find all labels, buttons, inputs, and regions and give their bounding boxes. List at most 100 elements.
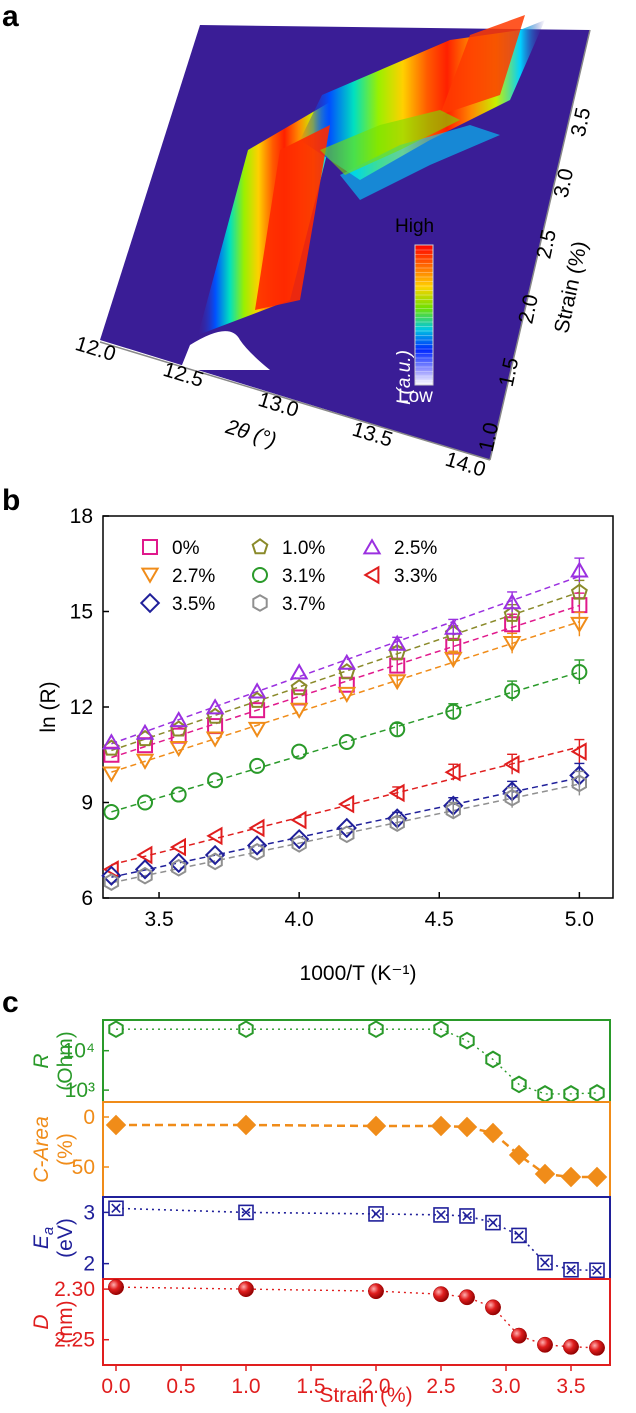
marker-Ea bbox=[108, 1200, 124, 1217]
y-tick-label: 2.25 bbox=[54, 1329, 95, 1352]
marker-3.7% bbox=[103, 873, 120, 891]
marker-2.7% bbox=[443, 651, 463, 668]
marker-cross bbox=[241, 1207, 251, 1218]
marker-C-Area bbox=[482, 1122, 504, 1144]
surface-peak-orange bbox=[440, 15, 525, 115]
marker-Ea bbox=[589, 1262, 605, 1279]
y-tick-label: 18 bbox=[70, 505, 93, 528]
marker-cross bbox=[371, 1209, 381, 1219]
marker-cross bbox=[514, 1230, 524, 1241]
marker-cross bbox=[436, 1210, 446, 1220]
marker-2.7% bbox=[387, 674, 407, 691]
legend: 0% 1.0% 2.5% 2.7% 3.1% 3.3% 3.5% 3.7% bbox=[139, 538, 437, 615]
x-axis-label: 1000/T (K⁻¹) bbox=[300, 962, 417, 985]
marker-2.7% bbox=[247, 721, 267, 738]
fit-line-2.5% bbox=[111, 575, 580, 745]
marker-2.5% bbox=[205, 698, 225, 715]
subplot-frame bbox=[102, 1101, 611, 1198]
marker-D bbox=[108, 1279, 124, 1296]
marker-2.7% bbox=[205, 731, 225, 748]
marker-C-Area bbox=[586, 1166, 608, 1188]
marker-R bbox=[238, 1020, 254, 1039]
marker-3.5% bbox=[336, 817, 357, 839]
marker-Ea bbox=[485, 1214, 501, 1231]
subplot-frame bbox=[102, 1019, 611, 1103]
tick-labels: 6 9 12 15 18 3.5 4.0 4.5 5.0 bbox=[70, 505, 594, 931]
marker-1.0% bbox=[570, 583, 588, 600]
marker-box bbox=[368, 1206, 384, 1222]
marker-2.7% bbox=[169, 741, 188, 758]
marker-2.5% bbox=[247, 682, 267, 699]
legend-label: 3.5% bbox=[172, 594, 215, 615]
marker-Ea bbox=[433, 1207, 449, 1223]
marker-box bbox=[108, 1200, 124, 1217]
marker-3.3% bbox=[136, 845, 153, 865]
marker-box bbox=[563, 1261, 579, 1278]
marker-0% bbox=[249, 702, 266, 719]
y-axis-unit: (nm) bbox=[54, 1300, 77, 1343]
y-axis-label: Strain (%) bbox=[550, 239, 592, 335]
legend-marker-3.1% bbox=[252, 567, 268, 583]
marker-3.3% bbox=[206, 826, 223, 846]
x-tick-label: 5.0 bbox=[565, 908, 594, 931]
subplot-R: 10⁴ 10³ R (Ohm) bbox=[30, 1019, 611, 1103]
x-tick-label: 2.5 bbox=[426, 1375, 455, 1398]
x-tick-label: 0.5 bbox=[166, 1375, 195, 1398]
y-tick-label: 2.30 bbox=[54, 1278, 95, 1301]
marker-3.1% bbox=[103, 804, 120, 821]
marker-2.7% bbox=[135, 753, 155, 770]
marker-D bbox=[433, 1286, 449, 1303]
marker-D bbox=[589, 1339, 605, 1356]
marker-R bbox=[108, 1020, 124, 1039]
subplot-frame bbox=[102, 1278, 611, 1366]
marker-box bbox=[485, 1214, 501, 1231]
marker-3.7% bbox=[445, 801, 461, 820]
marker-D bbox=[485, 1299, 501, 1316]
colorbar: High Low I (a.u.) bbox=[394, 216, 434, 407]
marker-cross bbox=[566, 1265, 576, 1275]
marker-box bbox=[238, 1204, 254, 1221]
marker-C-Area bbox=[105, 1114, 127, 1136]
x-tick-label: 4.5 bbox=[425, 908, 454, 931]
surface-band-cyan bbox=[340, 125, 500, 200]
marker-box bbox=[511, 1227, 527, 1244]
marker-2.7% bbox=[102, 766, 121, 783]
y-tick-label: 9 bbox=[81, 792, 93, 815]
marker-3.5% bbox=[288, 828, 310, 850]
marker-2.5% bbox=[102, 733, 121, 750]
legend-marker-3.7% bbox=[252, 594, 268, 612]
y-axis-label: Ea bbox=[30, 1227, 57, 1249]
panel-letter-c: c bbox=[2, 986, 19, 1019]
y-axis-unit: (Ohm) bbox=[54, 1031, 77, 1091]
legend-marker-3.3% bbox=[363, 565, 380, 585]
legend-label: 3.1% bbox=[282, 566, 325, 587]
marker-3.3% bbox=[290, 810, 307, 830]
legend-marker-2.5% bbox=[362, 538, 382, 555]
marker-3.3% bbox=[337, 794, 355, 814]
marker-2.5% bbox=[289, 663, 309, 680]
marker-3.7% bbox=[571, 774, 587, 793]
legend-marker-3.5% bbox=[139, 592, 161, 614]
marker-box bbox=[459, 1208, 475, 1224]
marker-D bbox=[511, 1327, 527, 1344]
subplot-frame bbox=[102, 1196, 611, 1280]
marker-box bbox=[433, 1207, 449, 1223]
marker-C-Area bbox=[430, 1115, 452, 1137]
marker-R bbox=[537, 1085, 553, 1103]
panel-letter-b: b bbox=[2, 484, 20, 517]
marker-R bbox=[433, 1020, 449, 1039]
y-tick-label: 2 bbox=[83, 1253, 95, 1276]
colorbar-stripes bbox=[415, 249, 433, 381]
y-axis-label-sub: a bbox=[40, 1227, 57, 1235]
marker-cross bbox=[111, 1203, 121, 1214]
marker-3.7% bbox=[249, 842, 265, 861]
y-tick-label: 0 bbox=[83, 1106, 95, 1129]
y-axis-label: ln (R) bbox=[37, 681, 60, 732]
marker-2.7% bbox=[502, 636, 522, 653]
marker-C-Area bbox=[456, 1116, 478, 1138]
marker-C-Area bbox=[560, 1166, 582, 1188]
x-tick-label: 0.0 bbox=[101, 1375, 130, 1398]
marker-Ea bbox=[563, 1261, 579, 1278]
marker-cross bbox=[462, 1211, 472, 1221]
